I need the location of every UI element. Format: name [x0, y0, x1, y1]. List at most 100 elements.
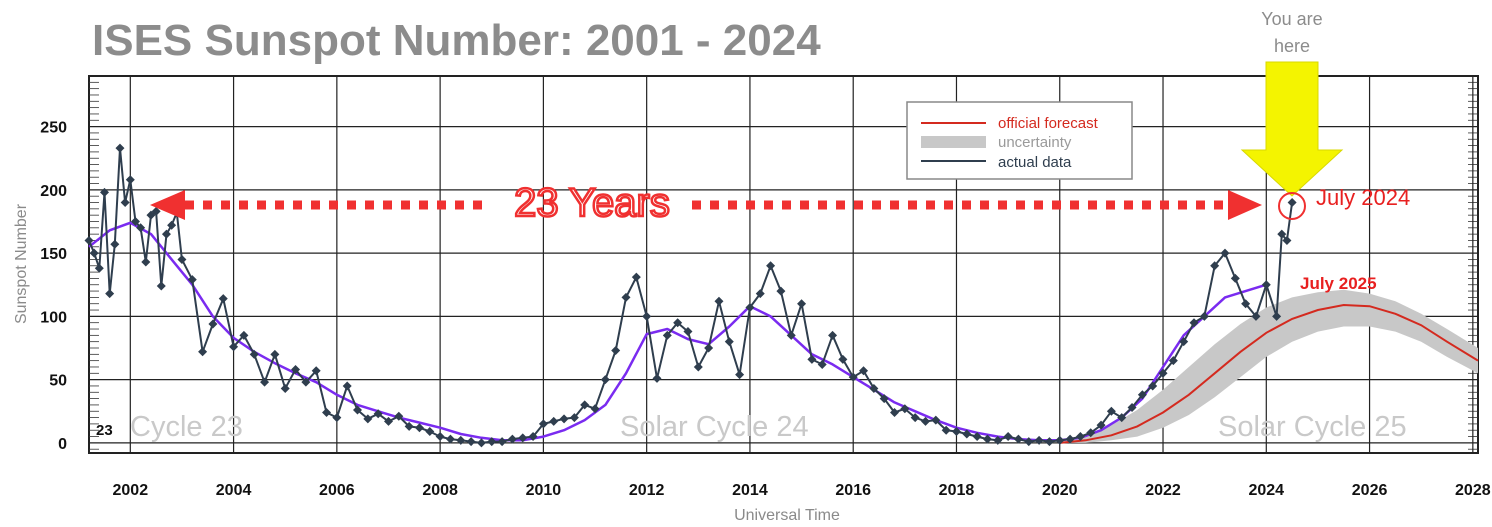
data-point: [611, 346, 621, 356]
july-2025-label: July 2025: [1300, 274, 1377, 293]
data-point: [156, 281, 166, 291]
data-point: [445, 434, 455, 444]
data-point: [425, 426, 435, 436]
twenty-three-years-label: 23 Years: [514, 181, 670, 225]
legend-actual: actual data: [998, 154, 1072, 171]
data-point: [549, 416, 559, 426]
data-point: [1003, 432, 1013, 442]
data-point: [1277, 229, 1287, 239]
cycle-number-label: 23: [96, 422, 113, 439]
x-tick-label: 2026: [1352, 482, 1388, 499]
data-point: [538, 419, 548, 429]
uncertainty-area: [1059, 289, 1478, 443]
data-point: [89, 248, 99, 258]
grid: [88, 75, 1479, 454]
data-point: [766, 261, 776, 271]
data-point: [1189, 318, 1199, 328]
data-point: [84, 235, 94, 245]
y-axis-label: Sunspot Number: [13, 203, 30, 324]
data-point: [99, 187, 109, 197]
data-point: [600, 375, 610, 385]
data-point: [569, 413, 579, 423]
data-point: [786, 330, 796, 340]
cycle-25-label: Solar Cycle 25: [1218, 411, 1407, 443]
data-point: [291, 365, 301, 375]
data-point: [962, 429, 972, 439]
data-point: [982, 434, 992, 444]
data-point: [1075, 432, 1085, 442]
x-tick-label: 2020: [1042, 482, 1078, 499]
data-point: [332, 413, 342, 423]
data-point: [1065, 434, 1075, 444]
data-point: [187, 275, 197, 285]
x-tick-label: 2016: [835, 482, 871, 499]
data-point: [363, 414, 373, 424]
data-point: [120, 198, 130, 208]
data-point: [249, 349, 259, 359]
data-point: [1086, 428, 1096, 438]
legend-uncertainty: uncertainty: [998, 134, 1072, 151]
data-point: [497, 437, 507, 447]
y-tick-label: 250: [40, 120, 67, 137]
data-point: [807, 354, 817, 364]
y-tick-label: 150: [40, 246, 67, 263]
data-point: [1127, 402, 1137, 412]
july-2024-label: July 2024: [1316, 185, 1410, 210]
data-point: [869, 383, 879, 393]
data-point: [125, 175, 135, 185]
smoothed-line: [88, 221, 1267, 442]
data-point: [229, 342, 239, 352]
data-point: [993, 435, 1003, 445]
twenty-three-years-arrow: 23 Years: [150, 180, 1262, 226]
x-tick-label: 2018: [939, 482, 975, 499]
you-are-here-line2: here: [1274, 36, 1310, 56]
you-are-here-marker: You are here: [1240, 9, 1344, 197]
data-point: [1210, 261, 1220, 271]
axis-ticks: 0 50 100 150 200 250 2002 2004 2006 2008 2010 2012 2…: [40, 120, 1490, 499]
data-point: [1287, 198, 1297, 208]
data-point: [130, 216, 140, 226]
data-point: [848, 372, 858, 382]
data-point: [590, 404, 600, 414]
data-point: [414, 423, 424, 433]
data-point: [1220, 248, 1230, 258]
data-point: [1055, 435, 1065, 445]
data-point: [311, 366, 321, 376]
data-point: [941, 425, 951, 435]
data-point: [394, 411, 404, 421]
data-point: [110, 239, 120, 249]
smoothed-polyline: [88, 221, 1267, 442]
data-point: [704, 343, 714, 353]
july-2024-circle: [1278, 192, 1306, 220]
data-point: [951, 426, 961, 436]
data-point: [1272, 311, 1282, 321]
x-tick-label: 2028: [1455, 482, 1491, 499]
data-point: [1282, 235, 1292, 245]
data-point: [693, 362, 703, 372]
data-point: [301, 377, 311, 387]
x-tick-label: 2022: [1145, 482, 1181, 499]
data-point: [239, 330, 249, 340]
data-point: [280, 383, 290, 393]
data-point: [890, 408, 900, 418]
data-point: [383, 416, 393, 426]
data-point: [652, 373, 662, 383]
data-point: [1117, 413, 1127, 423]
data-point: [900, 404, 910, 414]
data-point: [683, 327, 693, 337]
data-point: [1158, 368, 1168, 378]
data-point: [817, 359, 827, 369]
data-point: [828, 330, 838, 340]
data-point: [1106, 406, 1116, 416]
data-point: [714, 296, 724, 306]
y-tick-label: 50: [49, 373, 67, 390]
data-point: [1148, 381, 1158, 391]
data-point: [735, 370, 745, 380]
data-point: [642, 311, 652, 321]
data-point: [136, 223, 146, 233]
data-point: [910, 413, 920, 423]
actual-data-series: [84, 143, 1297, 448]
cycle-24-label: Solar Cycle 24: [620, 411, 809, 443]
data-point: [435, 432, 445, 442]
